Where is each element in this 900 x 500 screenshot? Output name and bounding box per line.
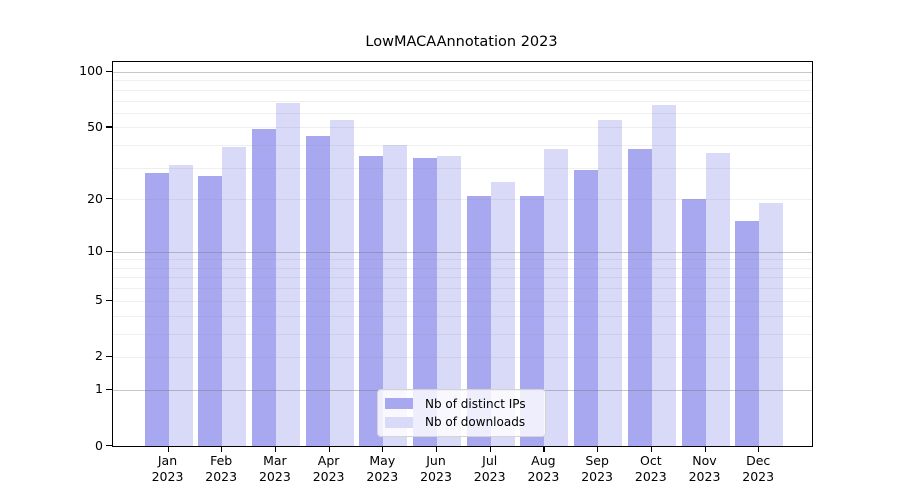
legend: Nb of distinct IPs Nb of downloads [377, 389, 546, 437]
x-tick-year: 2023 [742, 469, 775, 484]
y-tick-2 [106, 355, 112, 358]
bar-nb-of-downloads-oct [651, 105, 676, 446]
gridline-40 [113, 145, 812, 147]
y-tick-label-20: 20 [87, 190, 103, 206]
y-tick-label-50: 50 [87, 118, 103, 134]
x-tick-label-sep: Sep 2023 [565, 453, 629, 485]
x-tick-feb [221, 446, 223, 452]
x-tick-year: 2023 [151, 469, 184, 484]
legend-label: Nb of downloads [425, 415, 526, 430]
gridline-5 [113, 300, 812, 302]
bar-nb-of-downloads-mar [275, 102, 300, 446]
x-tick-label-jan: Jan 2023 [136, 453, 200, 485]
x-tick-label-feb: Feb 2023 [189, 453, 253, 485]
x-tick-label-jul: Jul 2023 [458, 453, 522, 485]
x-tick-label-mar: Mar 2023 [243, 453, 307, 485]
gridline-100 [113, 71, 812, 73]
x-tick-year: 2023 [420, 469, 452, 484]
bar-nb-of-downloads-jan [168, 165, 193, 446]
gridline-4 [113, 315, 812, 317]
bar-nb-of-distinct-ips-apr [305, 135, 330, 446]
y-tick-label-5: 5 [95, 292, 103, 308]
bar-nb-of-distinct-ips-nov [681, 199, 706, 446]
y-tick-0 [106, 445, 112, 447]
x-tick-year: 2023 [312, 469, 345, 484]
x-tick-year: 2023 [473, 469, 506, 484]
x-tick-jun [436, 446, 438, 452]
y-tick-label-2: 2 [95, 348, 103, 364]
y-tick-5 [106, 299, 112, 301]
gridline-3 [113, 333, 812, 335]
bar-nb-of-downloads-feb [222, 147, 247, 446]
gridline-20 [113, 199, 812, 201]
x-tick-year: 2023 [634, 469, 667, 484]
legend-item-nb-of-downloads: Nb of downloads [378, 415, 545, 429]
bar-nb-of-downloads-nov [705, 153, 730, 446]
x-tick-label-dec: Dec 2023 [726, 453, 790, 485]
bar-nb-of-downloads-aug [544, 149, 569, 446]
x-tick-year: 2023 [527, 469, 560, 484]
legend-item-nb-of-distinct-ips: Nb of distinct IPs [378, 397, 545, 411]
gridline-50 [113, 127, 812, 129]
bar-nb-of-distinct-ips-oct [627, 149, 652, 446]
x-tick-oct [650, 446, 652, 452]
gridline-60 [113, 112, 812, 114]
gridline-8 [113, 267, 812, 269]
gridline-9 [113, 259, 812, 261]
legend-label: Nb of distinct IPs [425, 396, 526, 411]
bar-nb-of-downloads-sep [598, 119, 623, 446]
x-tick-year: 2023 [366, 469, 399, 484]
legend-swatch-nb-of-downloads [385, 416, 413, 428]
x-tick-apr [328, 446, 330, 452]
bar-nb-of-downloads-dec [759, 203, 784, 446]
x-tick-jul [489, 446, 491, 452]
y-tick-100 [106, 70, 112, 73]
y-tick-50 [106, 126, 112, 128]
x-tick-sep [597, 446, 599, 452]
x-tick-jan [167, 446, 169, 452]
gridline-30 [113, 167, 812, 169]
bar-nb-of-downloads-apr [329, 119, 354, 446]
gridline-80 [113, 89, 812, 91]
bar-nb-of-distinct-ips-mar [251, 128, 276, 446]
x-tick-mar [274, 446, 277, 452]
x-tick-aug [543, 446, 545, 452]
gridline-70 [113, 100, 812, 102]
x-tick-label-nov: Nov 2023 [673, 453, 737, 485]
x-tick-label-apr: Apr 2023 [297, 453, 361, 485]
bar-nb-of-distinct-ips-jan [144, 173, 169, 446]
bar-nb-of-distinct-ips-feb [198, 175, 223, 446]
x-tick-label-oct: Oct 2023 [619, 453, 683, 485]
x-tick-may [382, 446, 384, 452]
gridline-90 [113, 80, 812, 82]
bar-nb-of-distinct-ips-sep [574, 170, 599, 446]
x-tick-year: 2023 [258, 469, 291, 484]
y-tick-label-100: 100 [79, 63, 103, 79]
chart-title: LowMACAAnnotation 2023 [365, 34, 558, 50]
gridline-6 [113, 288, 812, 290]
y-tick-label-1: 1 [95, 381, 103, 397]
x-tick-label-jun: Jun 2023 [404, 453, 468, 485]
x-tick-year: 2023 [581, 469, 613, 484]
x-tick-year: 2023 [205, 469, 238, 484]
x-tick-dec [758, 446, 760, 452]
x-tick-label-may: May 2023 [350, 453, 414, 485]
bar-nb-of-distinct-ips-dec [735, 221, 760, 446]
x-tick-year: 2023 [688, 469, 721, 484]
y-tick-20 [106, 198, 112, 200]
x-tick-nov [704, 446, 706, 452]
y-tick-label-10: 10 [87, 243, 103, 259]
x-tick-label-aug: Aug 2023 [511, 453, 575, 485]
y-tick-10 [106, 250, 112, 252]
gridline-10 [113, 251, 812, 253]
y-tick-1 [106, 388, 112, 390]
gridline-7 [113, 277, 812, 279]
gridline-2 [113, 356, 812, 358]
legend-swatch-nb-of-distinct-ips [385, 398, 413, 410]
y-tick-label-0: 0 [95, 437, 103, 453]
